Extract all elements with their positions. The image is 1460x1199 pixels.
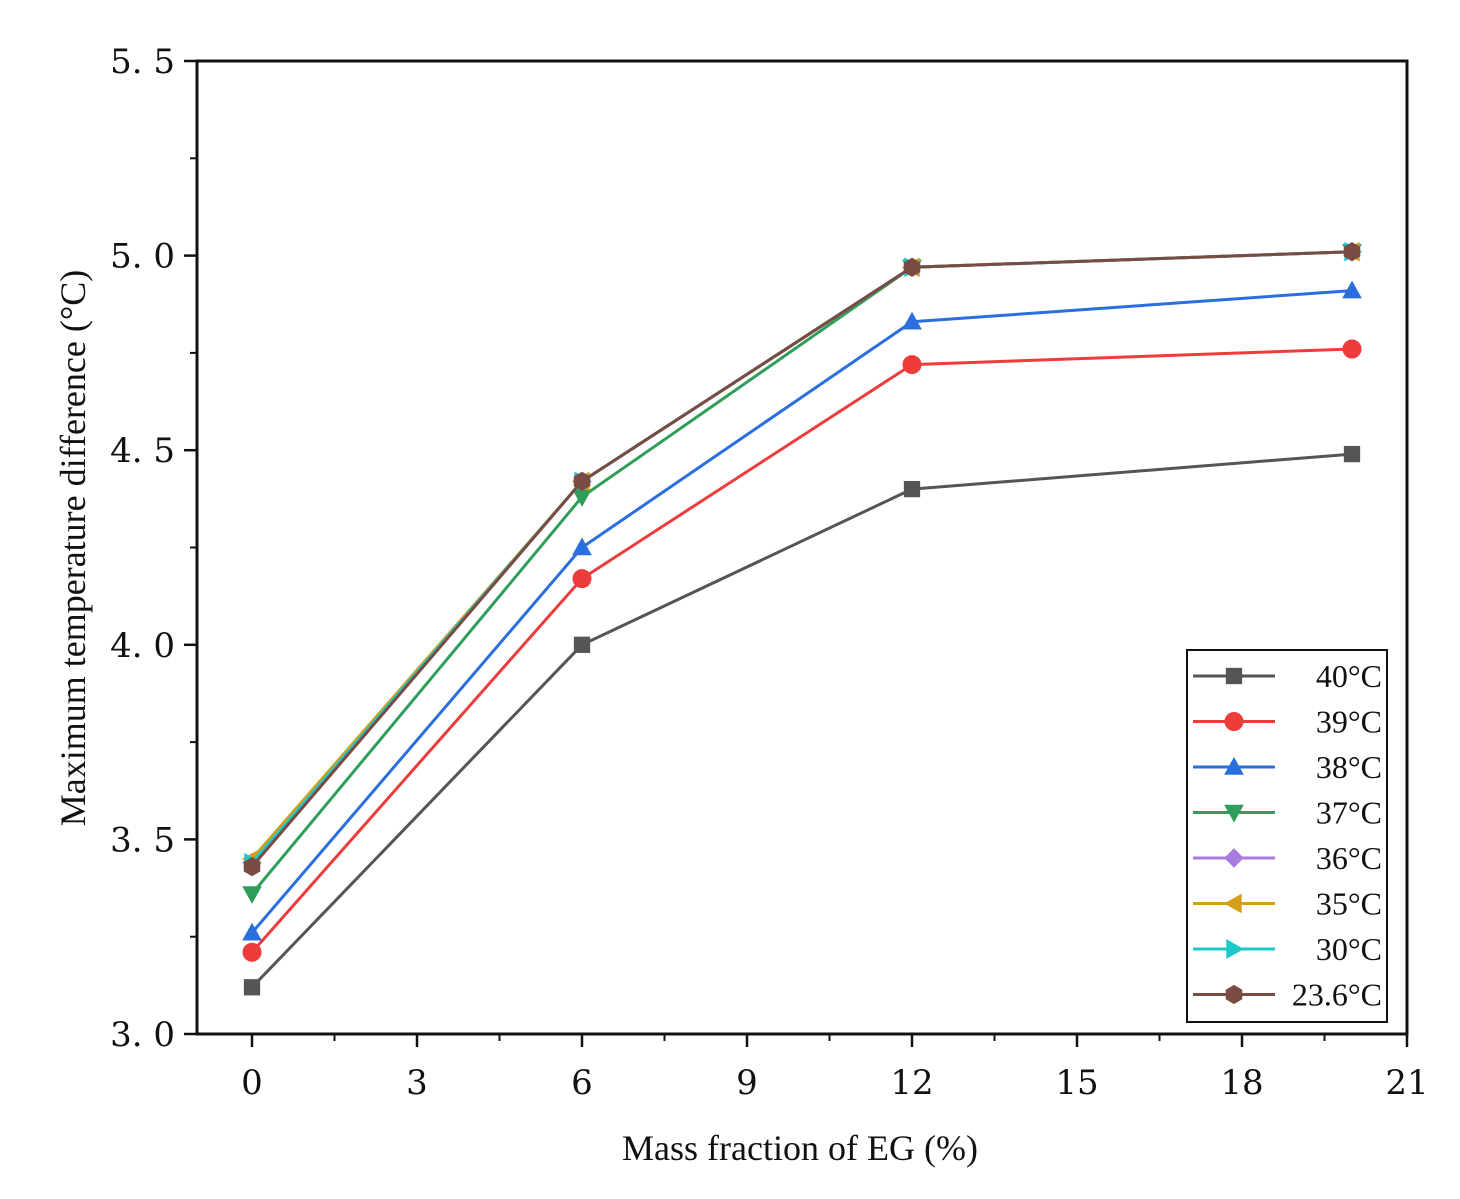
x-tick-label: 9: [736, 1063, 758, 1103]
data-point: [902, 355, 922, 375]
data-point: [243, 979, 261, 996]
series-40C: [243, 445, 1361, 996]
legend-marker: [1224, 756, 1244, 775]
series-line: [250, 452, 1353, 989]
y-tick-label: 4. 0: [110, 626, 175, 666]
series-39C: [242, 339, 1362, 962]
data-point: [573, 471, 591, 491]
legend-item: 35°C: [1193, 886, 1382, 922]
legend-item: 40°C: [1193, 658, 1382, 694]
x-axis-title: Mass fraction of EG (%): [622, 1128, 978, 1168]
data-point: [573, 636, 591, 653]
legend-item: 36°C: [1193, 840, 1382, 876]
data-point: [902, 311, 922, 330]
data-point: [903, 257, 921, 277]
data-point: [1342, 280, 1362, 299]
y-axis-title: Maximum temperature difference (°C): [53, 270, 93, 827]
series-38C: [242, 280, 1362, 941]
legend-label: 38°C: [1316, 749, 1382, 785]
y-tick-label: 5. 5: [110, 42, 175, 82]
legend-marker: [1223, 893, 1242, 914]
legend-item: 38°C: [1193, 749, 1382, 785]
legend-label: 40°C: [1316, 658, 1382, 694]
y-tick-label: 3. 0: [110, 1015, 175, 1055]
series-line: [250, 347, 1353, 954]
x-tick-label: 15: [1055, 1063, 1098, 1103]
x-tick-label: 6: [571, 1063, 593, 1103]
legend-label: 23.6°C: [1292, 977, 1382, 1013]
legend-label: 35°C: [1316, 886, 1382, 922]
data-point: [572, 569, 592, 589]
legend-label: 36°C: [1316, 840, 1382, 876]
legend: 40°C 39°C 38°C 37°C 36°C 35°C 30°C 23.6°C: [1186, 649, 1388, 1023]
data-point: [242, 886, 262, 904]
legend-item: 30°C: [1193, 931, 1382, 967]
x-tick-label: 18: [1220, 1063, 1263, 1103]
data-point: [243, 857, 261, 877]
legend-marker: [1225, 984, 1243, 1005]
legend-label: 30°C: [1316, 931, 1382, 967]
data-point: [903, 480, 921, 498]
series-layer: [241, 241, 1363, 996]
axes: 0 3 6 9 12 15 18 21 3. 0 3. 5 4. 0 4. 5 5. 0 5. 5: [110, 42, 1429, 1103]
legend-marker: [1224, 848, 1244, 868]
y-tick-label: 4. 5: [110, 431, 175, 471]
series-line: [250, 250, 1353, 868]
legend-item: 37°C: [1193, 795, 1382, 831]
x-tick-label: 0: [241, 1063, 263, 1103]
x-tick-label: 21: [1385, 1063, 1428, 1103]
legend-marker: [1225, 667, 1243, 685]
series-23-6C: [243, 242, 1361, 877]
data-point: [242, 942, 262, 962]
legend-box: [1186, 649, 1388, 1023]
y-tick-label: 5. 0: [110, 237, 175, 277]
legend-marker: [1224, 804, 1244, 823]
legend-label: 37°C: [1316, 795, 1382, 831]
data-point: [1343, 242, 1361, 262]
data-point: [1343, 445, 1361, 463]
legend-label: 39°C: [1316, 704, 1382, 740]
data-point: [572, 537, 592, 556]
x-tick-label: 3: [406, 1063, 428, 1103]
legend-marker: [1224, 712, 1244, 731]
data-point: [1342, 339, 1362, 359]
x-tick-label: 12: [890, 1063, 933, 1103]
data-point: [242, 922, 262, 941]
y-tick-label: 3. 5: [110, 820, 175, 860]
legend-marker: [1226, 939, 1245, 959]
legend-item: 23.6°C: [1193, 977, 1382, 1013]
legend-item: 39°C: [1193, 704, 1382, 740]
series-line: [250, 289, 1353, 934]
